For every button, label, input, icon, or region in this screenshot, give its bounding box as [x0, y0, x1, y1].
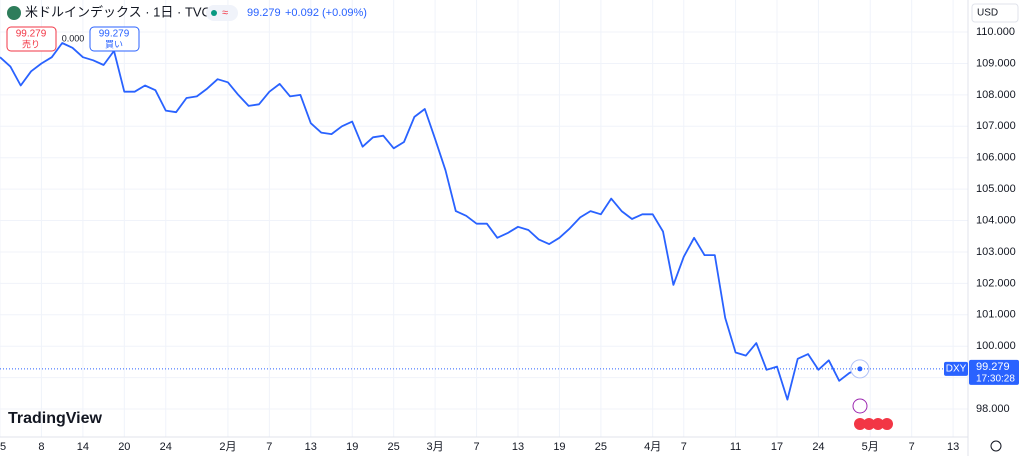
buy-button[interactable]: [89, 26, 140, 52]
x-tick-label: 20: [118, 441, 130, 453]
y-tick-label: 100.000: [976, 340, 1016, 352]
y-tick-label: 98.000: [976, 403, 1010, 415]
y-tick-label: 108.000: [976, 89, 1016, 101]
status-dot: [211, 10, 217, 16]
price-line: [0, 42, 861, 401]
x-tick-label: 24: [160, 441, 172, 453]
x-tick-label: 13: [512, 441, 524, 453]
symbol-icon: [7, 6, 21, 20]
event-flag[interactable]: [881, 418, 893, 430]
buy-price: 99.279: [99, 29, 130, 40]
x-tick-label: 11: [730, 441, 741, 453]
y-tick-label: 101.000: [976, 309, 1016, 321]
x-tick-label: 3月: [427, 441, 444, 453]
x-tick-label: 2月: [219, 441, 236, 453]
sell-price: 99.279: [16, 29, 47, 40]
price-tag: [969, 359, 1019, 385]
y-tick-label: 104.000: [976, 214, 1016, 226]
currency: USD: [977, 8, 998, 19]
event-flag[interactable]: [872, 418, 884, 430]
x-tick-label: 5月: [862, 441, 879, 453]
x-tick-label: 7: [266, 441, 272, 453]
y-tick-label: 102.000: [976, 277, 1016, 289]
x-tick-label: 25: [0, 441, 6, 453]
buy-label: 買い: [105, 39, 123, 49]
logo: TradingView: [8, 410, 103, 427]
x-tick-label: 25: [388, 441, 400, 453]
spread: 0.000: [62, 33, 85, 43]
ticker-tag: [944, 361, 968, 376]
x-tick-label: 25: [595, 441, 607, 453]
y-tick-label: 107.000: [976, 120, 1016, 132]
x-tick-label: 13: [947, 441, 959, 453]
status-pill[interactable]: [206, 5, 238, 21]
price-tag-label: 99.279: [976, 361, 1010, 373]
price-tag-time: 17:30:28: [976, 373, 1015, 384]
y-tick-label: 110.000: [976, 26, 1015, 38]
x-tick-label: 19: [553, 441, 565, 453]
ticker: DXY: [946, 363, 967, 374]
event-flag[interactable]: [854, 418, 866, 430]
symbol-title[interactable]: 米ドルインデックス · 1日 · TVC: [25, 4, 211, 19]
currency-button[interactable]: [971, 3, 1019, 23]
status-wave: ≈: [222, 7, 228, 19]
last-point: [857, 366, 863, 372]
x-tick-label: 14: [77, 441, 89, 453]
y-tick-label: 109.000: [976, 57, 1016, 69]
y-tick-label: 106.000: [976, 152, 1016, 164]
x-tick-label: 7: [909, 441, 915, 453]
sell-label: 売り: [22, 38, 40, 49]
x-tick-label: 24: [812, 441, 824, 453]
x-tick-label: 17: [771, 441, 783, 453]
x-tick-label: 7: [681, 441, 687, 453]
settings-icon[interactable]: [990, 440, 1002, 452]
sell-button[interactable]: [6, 26, 57, 52]
event-flag[interactable]: [863, 418, 875, 430]
y-tick-label: 103.000: [976, 246, 1016, 258]
x-tick-label: 7: [473, 441, 479, 453]
last-price: 99.279: [247, 7, 281, 19]
event-icon[interactable]: [852, 398, 868, 414]
change: +0.092 (+0.09%): [285, 7, 367, 19]
x-tick-label: 19: [346, 441, 358, 453]
y-tick-label: 105.000: [976, 183, 1016, 195]
x-tick-label: 4月: [644, 441, 661, 453]
x-tick-label: 8: [38, 441, 44, 453]
x-tick-label: 13: [305, 441, 317, 453]
